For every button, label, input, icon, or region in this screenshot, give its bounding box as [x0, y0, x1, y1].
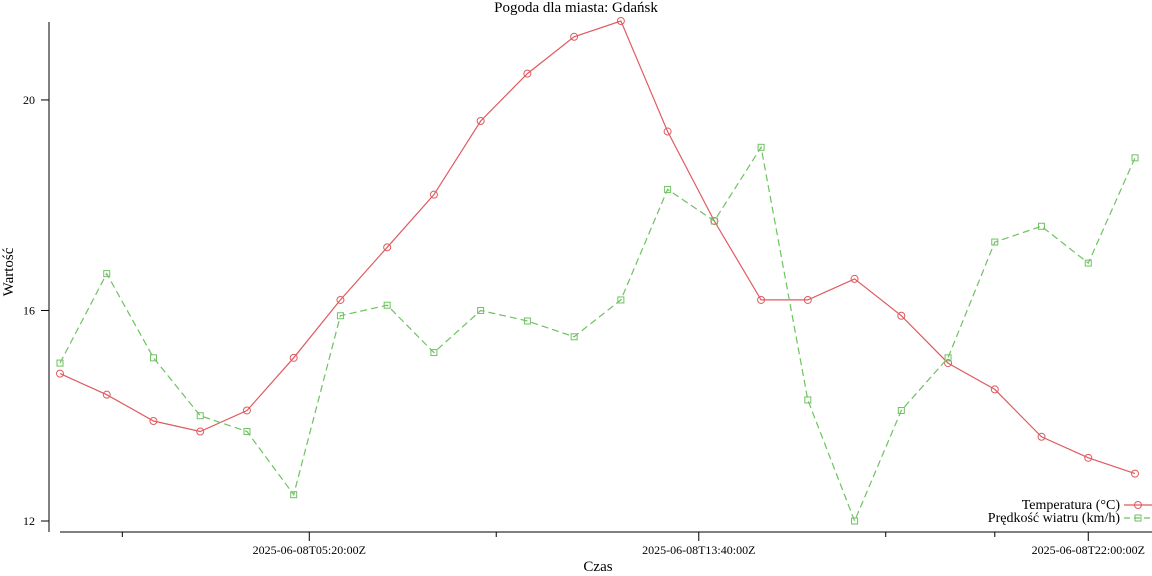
data-point [289, 353, 298, 362]
data-point [570, 333, 578, 341]
legend-item-temperature: Temperatura (°C) [1022, 498, 1152, 513]
series-line [59, 145, 1136, 523]
data-point [570, 32, 579, 41]
data-point [477, 306, 485, 314]
data-point [336, 295, 345, 304]
data-point [149, 417, 158, 425]
data-point [804, 396, 812, 404]
data-point [1038, 222, 1046, 230]
data-point [336, 312, 344, 320]
data-point [476, 117, 485, 125]
legend-label-wind: Prędkość wiatru (km/h) [988, 511, 1121, 526]
data-point [1084, 453, 1093, 462]
x-axis-label: Czas [583, 559, 612, 575]
data-point [944, 354, 952, 362]
data-point [1084, 259, 1092, 267]
data-point [383, 301, 391, 309]
data-point [616, 17, 625, 25]
data-point [523, 317, 531, 325]
data-point [664, 185, 672, 193]
series-line [59, 20, 1136, 475]
chart-title: Pogoda dla miasta: Gdańsk [494, 0, 658, 16]
data-point [196, 427, 205, 436]
y-axis: 12 16 20 [23, 22, 50, 532]
x-tick-label: 2025-06-08T05:20:00Z [253, 543, 366, 557]
y-tick-label: 12 [23, 514, 35, 528]
data-point [663, 127, 672, 136]
data-point [196, 412, 204, 420]
data-point [897, 311, 906, 320]
data-point [102, 390, 111, 399]
data-point [149, 354, 157, 362]
data-point [383, 243, 392, 252]
data-point [757, 295, 766, 304]
legend-label-temperature: Temperatura (°C) [1022, 498, 1121, 513]
data-point [523, 69, 532, 78]
data-point [803, 295, 812, 304]
data-point [851, 517, 859, 525]
data-point [991, 238, 999, 246]
data-point [103, 270, 111, 278]
legend-marker-temperature [1134, 501, 1142, 509]
legend-marker-wind [1134, 514, 1142, 522]
series-temperature [56, 17, 1139, 478]
data-point [1037, 432, 1046, 441]
data-point [944, 359, 953, 368]
data-point [243, 428, 251, 436]
y-axis-label: Wartość [1, 247, 17, 296]
x-tick-label: 2025-06-08T13:40:00Z [642, 543, 755, 557]
y-tick-label: 16 [23, 303, 35, 317]
y-tick-label: 20 [23, 93, 35, 107]
data-point [1131, 154, 1139, 162]
data-point [56, 369, 64, 378]
data-point [430, 349, 438, 357]
data-point [56, 359, 64, 367]
data-point [990, 385, 999, 394]
data-point [850, 274, 859, 283]
data-point [242, 406, 251, 415]
legend: Temperatura (°C) Prędkość wiatru (km/h) [988, 498, 1152, 526]
data-point [429, 190, 438, 199]
series-wind [56, 143, 1139, 525]
x-axis: 2025-06-08T05:20:00Z 2025-06-08T13:40:00Z… [60, 531, 1152, 557]
data-point [290, 491, 298, 499]
data-point [757, 143, 765, 151]
data-point [897, 406, 905, 414]
data-point [710, 217, 718, 225]
legend-item-wind: Prędkość wiatru (km/h) [988, 511, 1152, 526]
data-point [617, 296, 625, 304]
x-tick-label: 2025-06-08T22:00:00Z [1032, 543, 1145, 557]
data-point [1131, 469, 1139, 478]
series-layer [56, 17, 1139, 525]
